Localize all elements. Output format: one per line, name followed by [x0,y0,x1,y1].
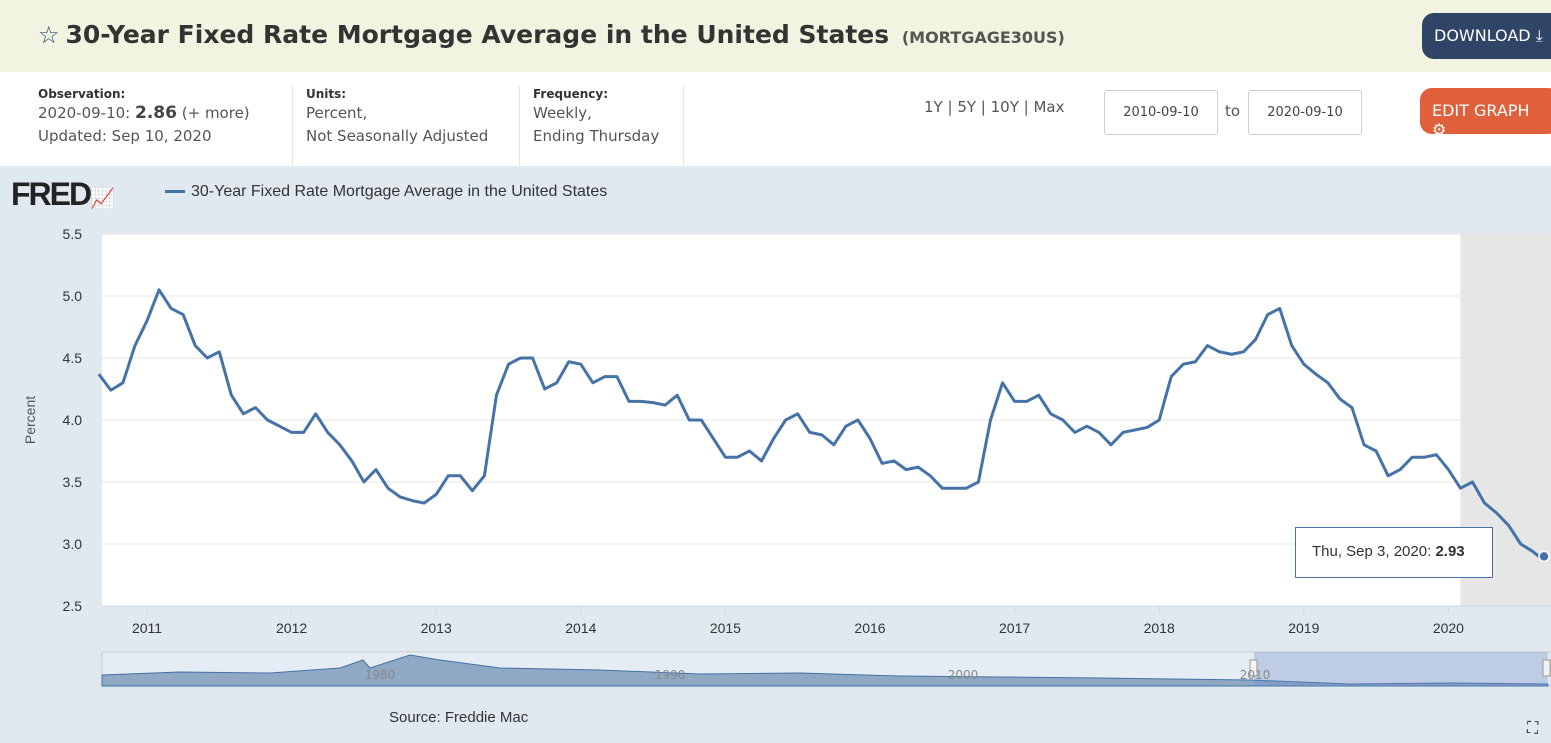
source-note: Source: Freddie Mac [389,709,529,726]
y-tick-label: 3.0 [63,536,83,552]
x-tick-label: 2020 [1433,620,1464,636]
title-bar: ☆ 30-Year Fixed Rate Mortgage Average in … [0,0,1551,72]
range-selector: 1Y | 5Y | 10Y | Max [924,98,1065,116]
end-date-input[interactable]: 2020-09-10 [1248,90,1362,135]
to-label: to [1225,102,1241,120]
x-tick-label: 2015 [710,620,741,636]
gear-icon: ⚙ [1432,120,1447,139]
frequency: Frequency: Weekly, Ending Thursday [533,87,660,145]
range-10y[interactable]: 10Y [990,98,1019,116]
series-id: (MORTGAGE30US) [901,28,1065,47]
units: Units: Percent, Not Seasonally Adjusted [306,87,489,145]
divider [683,86,684,166]
chart-logo-icon: 📈 [90,188,116,210]
legend-item[interactable]: 30-Year Fixed Rate Mortgage Average in t… [165,183,607,201]
navigator-label: 1980 [365,668,396,682]
legend-swatch [165,190,185,194]
y-axis-label: Percent [22,396,38,444]
start-date-input[interactable]: 2010-09-10 [1104,90,1218,135]
x-tick-label: 2012 [276,620,307,636]
more-link[interactable]: (+ more) [181,104,250,122]
hover-marker [1538,550,1550,563]
range-5y[interactable]: 5Y [957,98,977,116]
tooltip: Thu, Sep 3, 2020: 2.93 [1295,527,1493,578]
y-tick-label: 3.5 [63,474,83,490]
divider [292,86,293,166]
star-icon[interactable]: ☆ [38,21,60,49]
navigator-handle-left[interactable] [1249,659,1258,677]
y-tick-label: 5.0 [63,288,83,304]
navigator-label: 2010 [1240,668,1271,682]
y-tick-label: 4.0 [63,412,83,428]
page-title: ☆ 30-Year Fixed Rate Mortgage Average in … [38,20,1065,49]
divider [519,86,520,166]
y-tick-label: 4.5 [63,350,83,366]
range-1y[interactable]: 1Y [924,98,943,116]
download-button[interactable]: DOWNLOAD ⤓ [1422,13,1551,59]
navigator-handle-right[interactable] [1542,659,1551,677]
range-max[interactable]: Max [1033,98,1065,116]
navigator-label: 2000 [948,668,979,682]
x-tick-label: 2014 [565,620,596,636]
x-tick-label: 2016 [854,620,885,636]
series-meta: Observation: 2020-09-10: 2.86 (+ more) U… [0,72,1551,166]
navigator-window[interactable] [1254,652,1548,686]
fullscreen-icon[interactable]: ⛶ [1527,718,1539,737]
fred-logo: FRED📈 [11,176,116,212]
x-tick-label: 2013 [421,620,452,636]
observation: Observation: 2020-09-10: 2.86 (+ more) U… [38,87,250,145]
x-tick-label: 2019 [1288,620,1319,636]
navigator-series [101,654,1549,687]
x-tick-label: 2017 [999,620,1030,636]
y-tick-label: 5.5 [63,226,83,242]
y-tick-label: 2.5 [63,598,83,614]
x-tick-label: 2018 [1144,620,1175,636]
navigator-label: 1990 [655,668,686,682]
download-icon: ⤓ [1535,26,1543,45]
x-tick-label: 2011 [132,620,162,636]
edit-graph-button[interactable]: EDIT GRAPH ⚙ [1420,88,1551,139]
